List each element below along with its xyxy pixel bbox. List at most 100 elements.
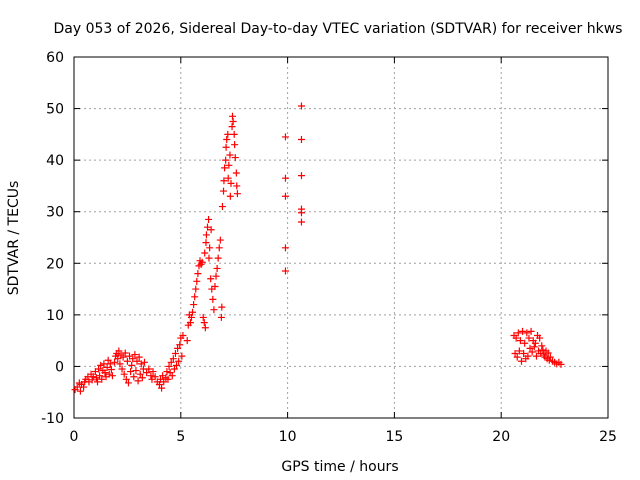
data-point bbox=[130, 373, 138, 381]
data-point bbox=[111, 358, 119, 366]
y-tick-label: 50 bbox=[46, 102, 64, 118]
data-point bbox=[206, 244, 214, 252]
data-point bbox=[103, 363, 111, 371]
data-point bbox=[281, 133, 289, 141]
data-point bbox=[281, 192, 289, 200]
data-point bbox=[174, 344, 182, 352]
data-point bbox=[122, 375, 130, 383]
data-point bbox=[165, 362, 173, 370]
data-point bbox=[105, 370, 113, 378]
data-point bbox=[210, 306, 218, 314]
data-point bbox=[228, 123, 236, 131]
data-point bbox=[107, 366, 115, 374]
data-point bbox=[138, 374, 146, 382]
data-point bbox=[193, 277, 201, 285]
data-point bbox=[297, 102, 305, 110]
x-tick-label: 15 bbox=[385, 429, 403, 445]
data-point bbox=[530, 343, 538, 351]
data-point bbox=[120, 370, 128, 378]
data-point bbox=[123, 357, 131, 365]
data-point bbox=[116, 360, 124, 368]
data-point bbox=[189, 308, 197, 316]
data-point bbox=[135, 353, 143, 361]
data-point bbox=[88, 376, 96, 384]
data-point bbox=[297, 136, 305, 144]
x-tick-label: 25 bbox=[599, 429, 617, 445]
data-point bbox=[297, 172, 305, 180]
data-point bbox=[194, 270, 202, 278]
data-point bbox=[231, 141, 239, 149]
data-point bbox=[216, 236, 224, 244]
data-point bbox=[137, 360, 145, 368]
data-point bbox=[212, 272, 220, 280]
x-tick-label: 0 bbox=[70, 429, 79, 445]
data-point bbox=[121, 349, 129, 357]
data-point bbox=[119, 353, 127, 361]
y-tick-label: 0 bbox=[55, 359, 64, 375]
data-point bbox=[132, 367, 140, 375]
data-point bbox=[226, 192, 234, 200]
data-point bbox=[233, 190, 241, 198]
data-point bbox=[214, 254, 222, 262]
data-point bbox=[129, 355, 137, 363]
data-point bbox=[230, 130, 238, 138]
data-point bbox=[531, 339, 539, 347]
data-point bbox=[232, 169, 240, 177]
data-point bbox=[134, 377, 142, 385]
data-point bbox=[124, 379, 132, 387]
data-point bbox=[207, 226, 215, 234]
data-point bbox=[220, 177, 228, 185]
data-point bbox=[176, 341, 184, 349]
y-axis-label: SDTVAR / TECUs bbox=[6, 181, 22, 296]
data-point bbox=[281, 244, 289, 252]
data-point bbox=[97, 361, 105, 369]
data-point bbox=[297, 218, 305, 226]
data-point bbox=[143, 369, 151, 377]
data-point bbox=[218, 303, 226, 311]
data-point bbox=[225, 161, 233, 169]
data-point bbox=[536, 334, 544, 342]
data-point bbox=[209, 295, 217, 303]
data-point bbox=[233, 182, 241, 190]
data-point bbox=[524, 352, 532, 360]
data-point bbox=[205, 254, 213, 262]
data-point bbox=[514, 329, 522, 337]
data-point bbox=[512, 334, 520, 342]
data-point bbox=[167, 358, 175, 366]
data-point bbox=[155, 380, 163, 388]
data-point bbox=[89, 373, 97, 381]
data-point bbox=[133, 357, 141, 365]
data-point bbox=[147, 372, 155, 380]
data-point bbox=[539, 346, 547, 354]
data-point bbox=[199, 313, 207, 321]
data-point bbox=[521, 339, 529, 347]
x-axis-label: GPS time / hours bbox=[281, 459, 398, 475]
data-point bbox=[201, 324, 209, 332]
data-point bbox=[96, 372, 104, 380]
data-point bbox=[108, 372, 116, 380]
data-point bbox=[106, 360, 114, 368]
data-point bbox=[520, 350, 528, 358]
data-point bbox=[178, 352, 186, 360]
data-point bbox=[516, 337, 524, 345]
data-point bbox=[517, 357, 525, 365]
data-point bbox=[537, 350, 545, 358]
data-point bbox=[192, 285, 200, 293]
data-point bbox=[229, 117, 237, 125]
data-point bbox=[528, 348, 536, 356]
data-point bbox=[205, 215, 213, 223]
data-point bbox=[281, 267, 289, 275]
data-point bbox=[526, 344, 534, 352]
data-point bbox=[515, 347, 523, 355]
data-point bbox=[80, 383, 88, 391]
data-point bbox=[168, 372, 176, 380]
data-point bbox=[202, 231, 210, 239]
data-point bbox=[149, 368, 157, 376]
data-point bbox=[183, 337, 191, 345]
data-point bbox=[163, 368, 171, 376]
data-point bbox=[513, 353, 521, 361]
data-point bbox=[557, 360, 565, 368]
data-points bbox=[71, 102, 565, 395]
data-point bbox=[115, 347, 123, 355]
data-point bbox=[221, 164, 229, 172]
